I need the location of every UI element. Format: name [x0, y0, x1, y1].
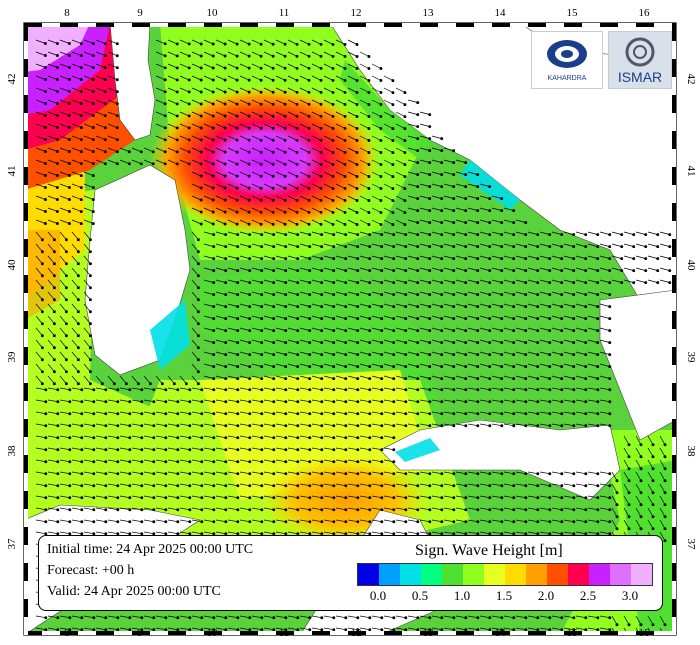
- longitude-label: 14: [495, 627, 507, 639]
- kahardra-logo-text: KAHARDRA: [548, 75, 587, 82]
- latitude-label: 41: [685, 166, 697, 177]
- latitude-label: 37: [685, 539, 697, 551]
- longitude-label: 10: [207, 627, 219, 639]
- legend-swatch: [400, 564, 421, 585]
- legend-tick-label: 2.5: [579, 588, 597, 603]
- longitude-label: 10: [207, 7, 219, 19]
- legend-swatch: [421, 564, 442, 585]
- wave-direction-arrows: [35, 39, 672, 635]
- ismar-logo: ISMAR: [608, 31, 672, 89]
- longitude-label: 13: [423, 7, 435, 19]
- legend-swatch: [547, 564, 568, 585]
- longitude-labels-top: 8 9 10 11 12 13 14 15 16: [64, 7, 650, 19]
- info-legend-box: Initial time: 24 Apr 2025 00:00 UTC Fore…: [38, 535, 663, 611]
- legend-swatch: [568, 564, 589, 585]
- latitude-label: 40: [685, 260, 697, 272]
- longitude-label: 12: [351, 7, 362, 19]
- latitude-label: 40: [6, 259, 18, 271]
- legend-tick-label: 2.0: [537, 588, 555, 603]
- longitude-label: 9: [137, 627, 143, 639]
- legend-swatch: [358, 564, 379, 585]
- latitude-label: 37: [6, 538, 18, 550]
- legend-tick-label: 3.0: [621, 588, 639, 603]
- initial-time-text: Initial time: 24 Apr 2025 00:00 UTC: [47, 542, 254, 557]
- forecast-text: Forecast: +00 h: [47, 563, 135, 578]
- longitude-label: 13: [423, 627, 435, 639]
- latitude-label: 38: [685, 446, 697, 458]
- longitude-label: 8: [64, 7, 70, 19]
- legend-swatch: [463, 564, 484, 585]
- map-frame: [23, 22, 677, 636]
- legend-swatch: [610, 564, 631, 585]
- legend-swatch: [484, 564, 505, 585]
- legend-title: Sign. Wave Height [m]: [415, 542, 563, 559]
- longitude-label: 14: [495, 7, 507, 19]
- legend-swatch: [631, 564, 652, 585]
- longitude-label: 16: [639, 7, 651, 19]
- longitude-label: 15: [567, 627, 579, 639]
- legend-colorbar: [357, 563, 653, 586]
- longitude-label: 8: [64, 627, 70, 639]
- legend-swatch: [526, 564, 547, 585]
- coastal-shading: [150, 60, 520, 462]
- legend-swatch: [379, 564, 400, 585]
- latitude-labels-right: 42 41 40 39 38 37: [685, 74, 697, 551]
- legend-swatch: [505, 564, 526, 585]
- longitude-label: 15: [567, 7, 579, 19]
- legend-swatch: [442, 564, 463, 585]
- ismar-logo-text: ISMAR: [618, 69, 662, 85]
- longitude-label: 11: [279, 7, 290, 19]
- legend-tick-label: 1.5: [495, 588, 513, 603]
- longitude-labels-bottom: 8 9 10 11 12 13 14 15 16: [64, 627, 650, 639]
- longitude-label: 12: [351, 627, 362, 639]
- longitude-label: 9: [137, 7, 143, 19]
- latitude-labels-left: 42 41 40 39 38 37: [6, 74, 18, 550]
- longitude-label: 11: [279, 627, 290, 639]
- latitude-label: 42: [685, 74, 697, 85]
- legend-swatch: [589, 564, 610, 585]
- longitude-label: 16: [639, 627, 651, 639]
- legend-tick-label: 0.0: [369, 588, 387, 603]
- valid-time-text: Valid: 24 Apr 2025 00:00 UTC: [47, 584, 221, 599]
- latitude-label: 42: [6, 74, 18, 85]
- legend-tick-label: 0.5: [411, 588, 429, 603]
- legend-tick-label: 1.0: [453, 588, 471, 603]
- kahardra-logo: KAHARDRA: [531, 31, 603, 89]
- latitude-label: 38: [6, 445, 18, 457]
- latitude-label: 39: [685, 352, 697, 364]
- latitude-label: 39: [6, 351, 18, 363]
- latitude-label: 41: [6, 166, 18, 177]
